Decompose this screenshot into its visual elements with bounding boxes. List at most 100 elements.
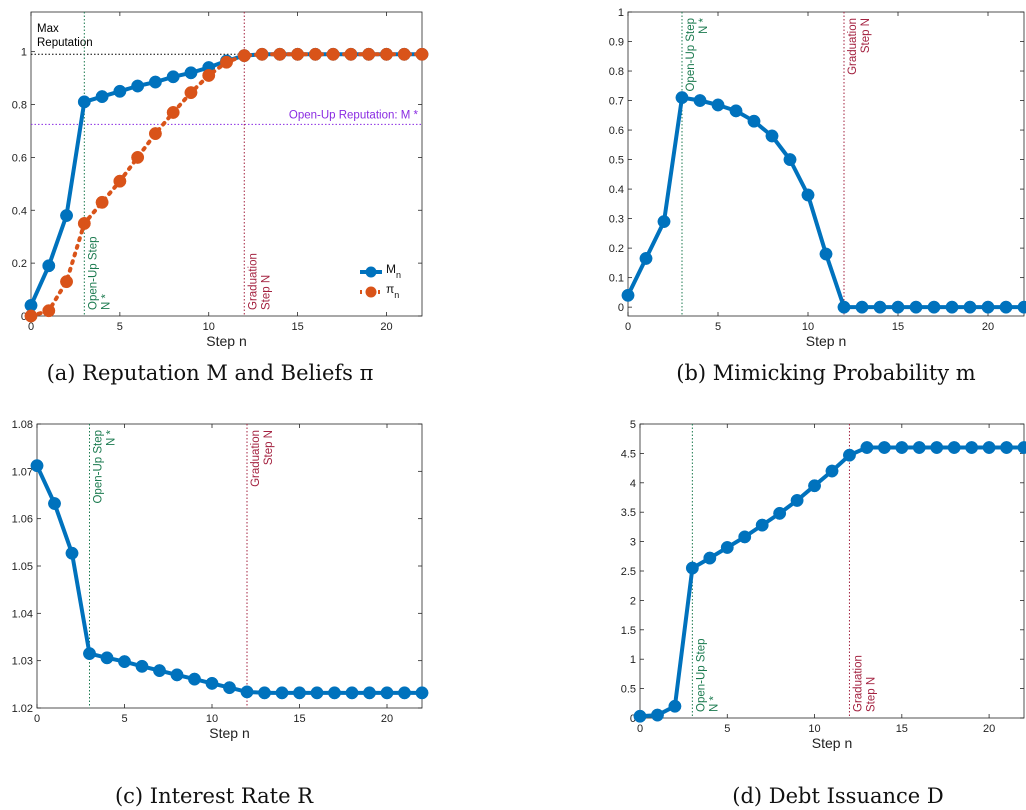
data-point xyxy=(819,247,833,261)
graduation-step-label-line2: Step N xyxy=(865,677,877,712)
data-point xyxy=(135,659,149,673)
open-up-step-label-line1: Open-Up Step xyxy=(87,236,99,310)
panel-interest-rate: (c) Interest Rate R 0 5 10 15 20 1.02 1.03 1.04… xyxy=(12,419,429,808)
data-point xyxy=(42,259,56,273)
open-up-step-label-line1: Open-Up Step xyxy=(695,638,707,712)
y-tick-label: 1.5 xyxy=(621,625,636,637)
data-point xyxy=(808,479,821,493)
data-point xyxy=(873,300,887,314)
data-point xyxy=(100,651,114,665)
open-up-step-label: Open-Up Step N * xyxy=(695,638,720,712)
data-point xyxy=(927,300,941,314)
y-tick-label: 1.06 xyxy=(12,514,33,526)
data-point xyxy=(95,90,109,104)
y-tick-label: 0.2 xyxy=(609,243,624,255)
data-point xyxy=(166,70,180,84)
graduation-step-label-line2: Step N xyxy=(860,18,872,53)
graduation-step-label: Graduation Step N xyxy=(247,253,272,310)
data-point xyxy=(118,655,131,669)
x-tick-label: 5 xyxy=(724,723,730,735)
data-point xyxy=(258,686,271,700)
data-point xyxy=(220,55,233,69)
data-point xyxy=(275,686,289,700)
data-point xyxy=(398,686,411,700)
data-point xyxy=(930,441,944,454)
data-point xyxy=(362,47,376,61)
x-axis-label: Step n xyxy=(206,333,246,349)
legend-label-main: M xyxy=(386,262,396,276)
y-tick-label: 1.04 xyxy=(12,608,33,620)
data-point xyxy=(909,300,923,314)
data-point xyxy=(328,686,341,700)
graduation-step-label-line1: Graduation xyxy=(250,430,262,487)
y-tick-label: 0.1 xyxy=(609,273,624,285)
data-point xyxy=(60,275,73,289)
y-tick-label: 1.07 xyxy=(12,466,33,478)
data-point xyxy=(131,150,145,164)
open-up-step-label: Open-Up Step N * xyxy=(87,236,112,310)
data-point xyxy=(415,686,429,700)
data-point xyxy=(912,441,926,454)
x-tick-label: 15 xyxy=(293,713,305,725)
y-tick-label: 0.5 xyxy=(609,155,624,167)
x-tick-label: 20 xyxy=(983,723,995,735)
data-point xyxy=(188,672,201,686)
y-tick-label: 0.3 xyxy=(609,214,624,226)
y-tick-label: 0 xyxy=(618,302,624,314)
graduation-step-label-line2: Step N xyxy=(260,275,272,310)
data-point xyxy=(184,66,198,80)
open-up-step-label-line2: N * xyxy=(698,17,710,34)
data-point xyxy=(633,709,647,723)
y-tick-label: 5 xyxy=(630,419,636,431)
data-point xyxy=(48,497,61,510)
data-point xyxy=(783,153,797,167)
y-tick-label: 0.7 xyxy=(609,96,624,108)
data-point xyxy=(657,215,671,229)
x-tick-label: 15 xyxy=(896,723,908,735)
panel-reputation-beliefs: (a) Reputation M and Beliefs π 0 5 10 15 200… xyxy=(12,11,429,385)
data-point xyxy=(42,304,56,318)
open-up-step-label: Open-Up Step N * xyxy=(93,429,118,503)
graduation-step-label-line1: Graduation xyxy=(247,253,259,310)
data-point xyxy=(131,79,145,93)
y-tick-label: 1 xyxy=(21,47,27,59)
plot-area xyxy=(627,11,1025,317)
y-tick-label: 1.05 xyxy=(12,561,33,573)
y-tick-label: 4.5 xyxy=(621,448,636,460)
data-point xyxy=(860,441,874,454)
data-point xyxy=(363,686,376,700)
data-point xyxy=(184,86,198,100)
y-tick-label: 2 xyxy=(630,595,636,607)
y-tick-label: 1 xyxy=(618,7,624,19)
data-point xyxy=(843,448,856,462)
data-point xyxy=(773,506,787,520)
data-point xyxy=(326,47,340,61)
panel-debt-issuance: (d) Debt Issuance D 0 5 10 15 20 0 0.5 1 1.5 2 2.5… xyxy=(621,419,1026,808)
max-reputation-label-line2: Reputation xyxy=(37,37,93,49)
y-tick-label: 0.6 xyxy=(12,152,27,164)
legend-label: πn xyxy=(386,282,399,300)
caption-a: (a) Reputation M and Beliefs π xyxy=(47,361,374,385)
data-point xyxy=(202,68,216,82)
graduation-step-label-line1: Graduation xyxy=(852,655,864,712)
x-tick-label: 20 xyxy=(381,713,393,725)
data-point xyxy=(790,493,804,507)
data-point xyxy=(345,686,359,700)
data-point xyxy=(293,686,306,700)
data-point xyxy=(621,288,635,302)
data-point xyxy=(166,106,180,119)
data-point xyxy=(999,300,1013,314)
data-point xyxy=(291,47,305,61)
caption-b: (b) Mimicking Probability m xyxy=(676,361,976,385)
data-point xyxy=(273,47,287,61)
data-point xyxy=(685,561,699,575)
x-tick-label: 20 xyxy=(982,321,994,333)
data-point xyxy=(945,300,959,314)
y-tick-label: 0 xyxy=(630,713,636,725)
y-tick-label: 0.8 xyxy=(609,66,624,78)
data-point xyxy=(380,686,394,700)
legend-swatch-marker xyxy=(365,286,377,298)
data-point xyxy=(83,647,96,661)
data-point xyxy=(148,127,162,141)
caption-d: (d) Debt Issuance D xyxy=(732,784,943,808)
